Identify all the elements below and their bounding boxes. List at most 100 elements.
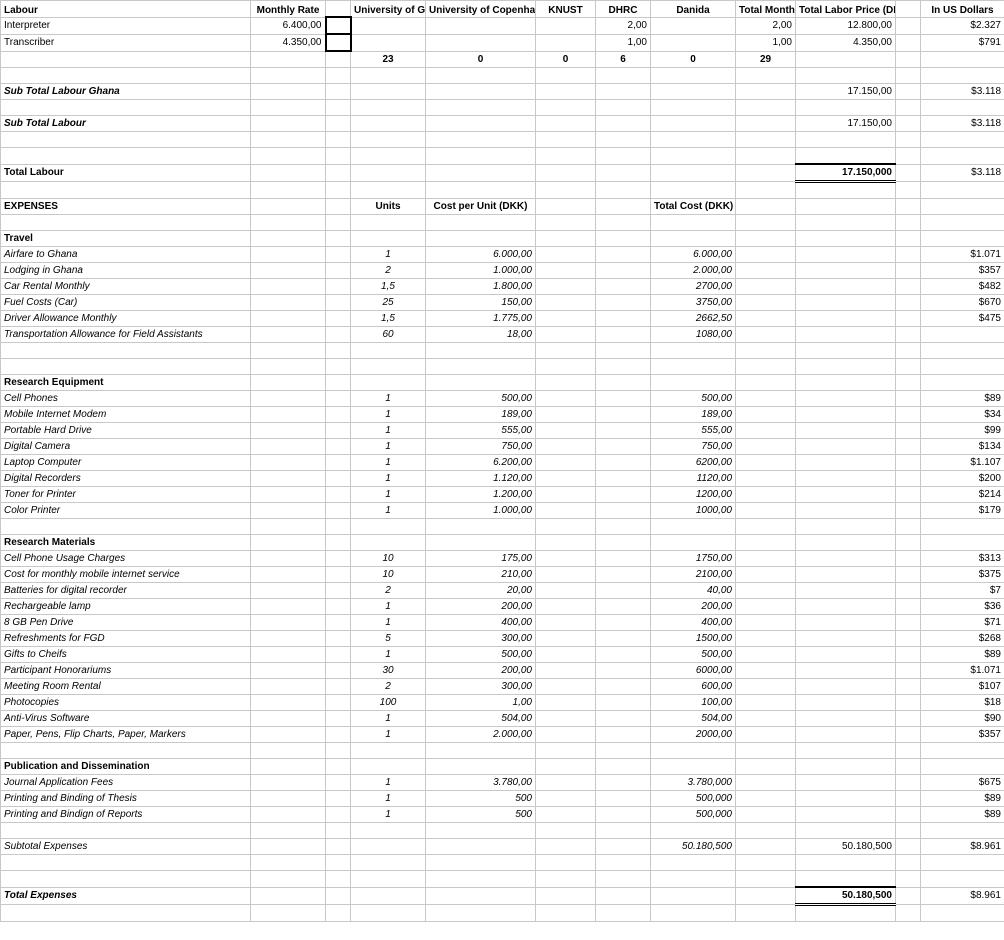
total: 2100,00 [651, 567, 736, 583]
unit-cost: 200,00 [426, 599, 536, 615]
units: 1 [351, 807, 426, 823]
units: 10 [351, 567, 426, 583]
col-usd: In US Dollars [921, 1, 1004, 18]
usd: $90 [921, 711, 1004, 727]
sum-cph: 0 [426, 51, 536, 68]
row-meeting: Meeting Room Rental2300,00600,00$107 [1, 679, 1004, 695]
col-labour: Labour [1, 1, 251, 18]
label: Cell Phone Usage Charges [1, 551, 251, 567]
usd [921, 327, 1004, 343]
usd: $357 [921, 263, 1004, 279]
units: 1 [351, 439, 426, 455]
row-toner: Toner for Printer11.200,001200,00$214 [1, 487, 1004, 503]
label: Airfare to Ghana [1, 247, 251, 263]
label: Subtotal Expenses [1, 839, 251, 855]
row-gifts: Gifts to Cheifs1500,00500,00$89 [1, 647, 1004, 663]
units: 1 [351, 791, 426, 807]
row-subtotal-labour: Sub Total Labour 17.150,00 $3.118 [1, 116, 1004, 132]
unit-cost: 20,00 [426, 583, 536, 599]
total: 200,00 [651, 599, 736, 615]
unit-cost: 500,00 [426, 647, 536, 663]
unit-cost: 6.200,00 [426, 455, 536, 471]
units: 5 [351, 631, 426, 647]
label: Sub Total Labour Ghana [1, 84, 251, 100]
usd: $1.071 [921, 663, 1004, 679]
label: Total Expenses [1, 887, 251, 905]
units: 1 [351, 615, 426, 631]
dhrc: 2,00 [596, 17, 651, 34]
label: Printing and Binding of Thesis [1, 791, 251, 807]
total: 3750,00 [651, 295, 736, 311]
unit-cost: 18,00 [426, 327, 536, 343]
row-transcriber: Transcriber 4.350,00 1,00 1,00 4.350,00 … [1, 34, 1004, 51]
label: Total Labour [1, 164, 251, 182]
unit-cost: 555,00 [426, 423, 536, 439]
total: 400,00 [651, 615, 736, 631]
col-total: Total Labor Price (DKK) [796, 1, 896, 18]
units: 10 [351, 551, 426, 567]
sum-months: 29 [736, 51, 796, 68]
equipment-header: Research Equipment [1, 375, 251, 391]
units: 1 [351, 487, 426, 503]
row-camera: Digital Camera1750,00750,00$134 [1, 439, 1004, 455]
usd: $375 [921, 567, 1004, 583]
row-lodging: Lodging in Ghana21.000,002.000,00$357 [1, 263, 1004, 279]
col-months: Total Months [736, 1, 796, 18]
usd: $134 [921, 439, 1004, 455]
usd: $3.118 [921, 84, 1004, 100]
col-knust: KNUST [536, 1, 596, 18]
total: 1120,00 [651, 471, 736, 487]
label: Digital Camera [1, 439, 251, 455]
units: 1 [351, 599, 426, 615]
total: 555,00 [651, 423, 736, 439]
unit-cost: 6.000,00 [426, 247, 536, 263]
units: 1 [351, 775, 426, 791]
usd: $214 [921, 487, 1004, 503]
label: Mobile Internet Modem [1, 407, 251, 423]
unit-cost: 1.000,00 [426, 503, 536, 519]
usd: $1.071 [921, 247, 1004, 263]
unit-cost: 2.000,00 [426, 727, 536, 743]
label: Fuel Costs (Car) [1, 295, 251, 311]
label: Transcriber [1, 34, 251, 51]
label: Cost for monthly mobile internet service [1, 567, 251, 583]
usd: $18 [921, 695, 1004, 711]
units: 25 [351, 295, 426, 311]
header-row: Labour Monthly Rate University of Ghana … [1, 1, 1004, 18]
row-transport-allow: Transportation Allowance for Field Assis… [1, 327, 1004, 343]
label: Portable Hard Drive [1, 423, 251, 439]
total: 4.350,00 [796, 34, 896, 51]
total: 1750,00 [651, 551, 736, 567]
units: 1 [351, 647, 426, 663]
usd: $89 [921, 807, 1004, 823]
total: 600,00 [651, 679, 736, 695]
row-expenses-header: EXPENSES Units Cost per Unit (DKK) Total… [1, 199, 1004, 215]
usd: $2.327 [921, 17, 1004, 34]
units: 1,5 [351, 279, 426, 295]
total: 2700,00 [651, 279, 736, 295]
label: Journal Application Fees [1, 775, 251, 791]
materials-header: Research Materials [1, 535, 251, 551]
usd: $670 [921, 295, 1004, 311]
usd: $268 [921, 631, 1004, 647]
unit-cost: 750,00 [426, 439, 536, 455]
row-photocopies: Photocopies1001,00100,00$18 [1, 695, 1004, 711]
row-reports: Printing and Bindign of Reports1500500,0… [1, 807, 1004, 823]
row-hdd: Portable Hard Drive1555,00555,00$99 [1, 423, 1004, 439]
col-danida: Danida [651, 1, 736, 18]
total: 2.000,00 [651, 263, 736, 279]
row-lamp: Rechargeable lamp1200,00200,00$36 [1, 599, 1004, 615]
total: 17.150,000 [796, 164, 896, 182]
label: Car Rental Monthly [1, 279, 251, 295]
row-total-labour: Total Labour 17.150,000 $3.118 [1, 164, 1004, 182]
total: 12.800,00 [796, 17, 896, 34]
label: 8 GB Pen Drive [1, 615, 251, 631]
units: 1 [351, 471, 426, 487]
budget-table: Labour Monthly Rate University of Ghana … [0, 0, 1004, 922]
row-subtotal-expenses: Subtotal Expenses 50.180,500 50.180,500 … [1, 839, 1004, 855]
col-copenhagen: University of Copenhagen [426, 1, 536, 18]
row-modem: Mobile Internet Modem1189,00189,00$34 [1, 407, 1004, 423]
boxed-cell [326, 17, 351, 34]
units: 2 [351, 583, 426, 599]
total: 2000,00 [651, 727, 736, 743]
